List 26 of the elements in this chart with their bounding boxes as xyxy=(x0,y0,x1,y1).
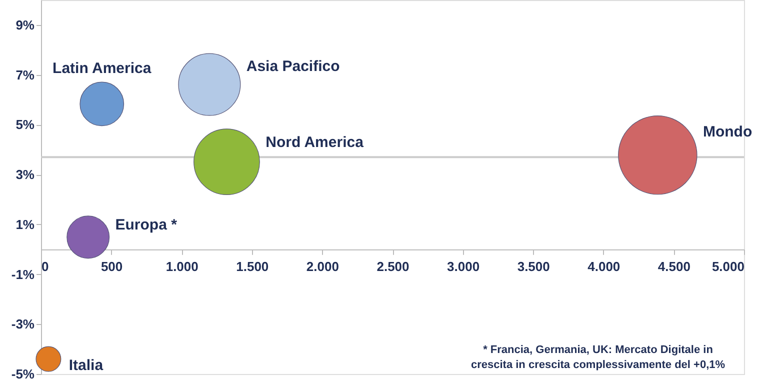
series-label: Mondo xyxy=(702,124,752,141)
y-tick-label: -1% xyxy=(11,266,35,282)
y-tick-label: -3% xyxy=(11,316,35,332)
x-tick-label: 0 xyxy=(42,258,49,274)
y-tick-label: 3% xyxy=(16,167,35,182)
series-label: Nord America xyxy=(266,134,364,152)
y-tick-label: -5% xyxy=(11,366,35,382)
series-label: Europa * xyxy=(115,216,178,234)
x-tick-label: 3.000 xyxy=(447,258,480,274)
annotation: * Francia, Germania, UK: Mercato Digitale in crescita in crescita complessivamente del +0,1% xyxy=(470,344,726,371)
x-tick-label: 5.000 xyxy=(712,258,744,274)
x-tick-label: 1.500 xyxy=(236,258,269,274)
y-tick-label: 9% xyxy=(16,17,35,32)
x-tick-label: 500 xyxy=(100,258,123,274)
x-tick-label: 4.000 xyxy=(588,258,620,274)
x-tick-label: 2.000 xyxy=(306,258,339,274)
series-label: Italia xyxy=(68,357,104,374)
x-tick-label: 3.500 xyxy=(517,258,550,274)
series-label: Latin America xyxy=(52,60,152,78)
x-tick-label: 4.500 xyxy=(658,258,690,274)
x-tick-label: 2.500 xyxy=(376,258,410,274)
y-tick-label: 7% xyxy=(16,67,35,82)
y-tick-label: 5% xyxy=(16,117,35,132)
x-tick-label: 1.000 xyxy=(166,258,198,274)
y-tick-label: 1% xyxy=(16,216,35,232)
series-label: Asia Pacifico xyxy=(246,58,340,75)
